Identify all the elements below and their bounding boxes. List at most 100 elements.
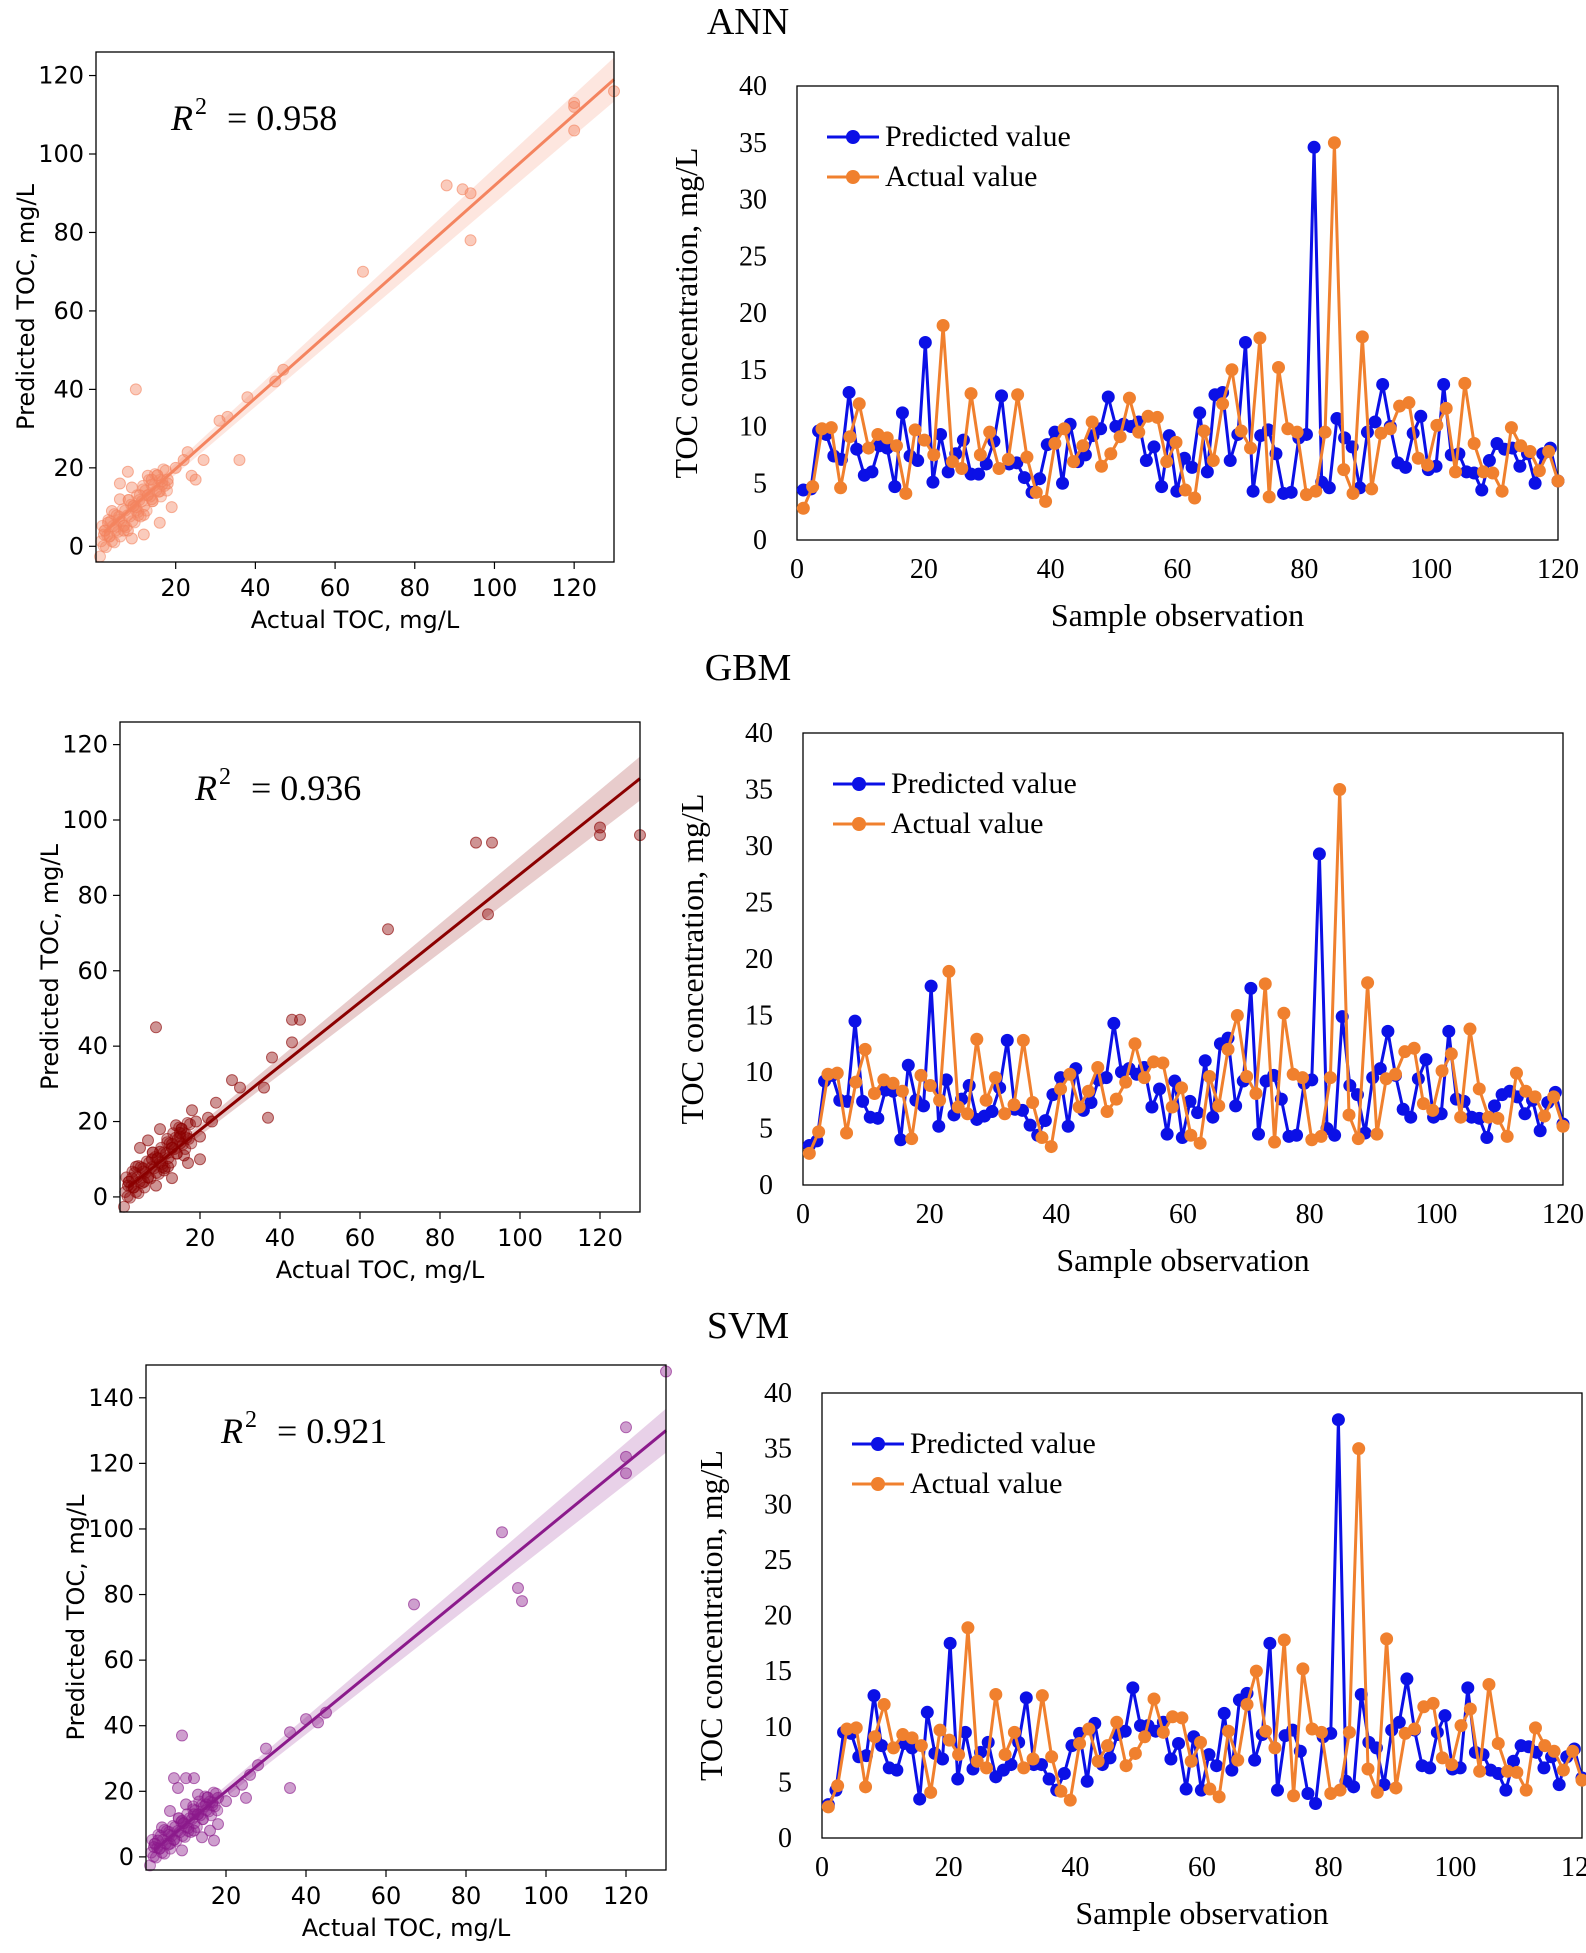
scatter-point — [137, 528, 150, 541]
actual-point — [1402, 396, 1416, 410]
scatter-point — [568, 124, 581, 137]
predicted-point — [1084, 1096, 1098, 1110]
actual-point — [970, 1032, 984, 1046]
actual-point — [1528, 1090, 1542, 1104]
scatter-point — [233, 454, 246, 466]
actual-point — [927, 448, 941, 462]
predicted-point — [1419, 1053, 1433, 1067]
gbm-series-plot: 0 20 40 60 80 100 120 0 5 10 15 20 25 30 35 40 Sample ob… — [674, 718, 1584, 1278]
actual-point — [992, 461, 1006, 475]
actual-point — [812, 1125, 826, 1139]
y-tick-label: 0 — [69, 532, 84, 560]
predicted-point — [1381, 1024, 1395, 1038]
scatter-point — [212, 1818, 224, 1831]
y-tick-label: 120 — [38, 62, 84, 90]
actual-point — [945, 455, 959, 469]
y-tick-label: 0 — [93, 1183, 108, 1211]
scatter-point — [464, 234, 477, 247]
actual-point — [1416, 1097, 1430, 1111]
actual-point — [1138, 1730, 1152, 1744]
actual-point — [1156, 1725, 1170, 1739]
actual-point — [843, 430, 857, 444]
scatter-point — [356, 265, 369, 278]
y-tick-label: 30 — [764, 1489, 792, 1520]
y-tick-label: 35 — [739, 128, 767, 159]
actual-point — [1408, 1722, 1422, 1736]
x-tick-label: 120 — [1561, 1852, 1586, 1883]
actual-point — [1454, 1719, 1468, 1733]
scatter-point — [158, 1847, 171, 1860]
actual-point — [1389, 1067, 1403, 1081]
predicted-point — [920, 1705, 934, 1719]
y-tick-label: 30 — [745, 831, 773, 862]
scatter-point — [594, 829, 606, 842]
actual-point — [1091, 1754, 1105, 1768]
predicted-point — [1017, 471, 1031, 485]
y-tick-label: 35 — [745, 775, 773, 806]
actual-point — [880, 431, 894, 445]
gbm-confidence-band — [128, 756, 640, 1191]
x-tick-label: 120 — [603, 1882, 649, 1910]
actual-point — [1268, 1741, 1282, 1755]
actual-point — [1296, 1662, 1310, 1676]
predicted-point — [850, 442, 864, 456]
y-tick-label: 20 — [77, 1108, 108, 1136]
actual-point — [1445, 1758, 1459, 1772]
actual-point — [1510, 1765, 1524, 1779]
y-tick-label: 60 — [53, 297, 84, 325]
actual-point — [840, 1126, 854, 1140]
x-tick-label: 60 — [371, 1882, 402, 1910]
actual-point — [998, 1748, 1012, 1762]
y-tick-label: 40 — [745, 718, 773, 749]
y-tick-label: 120 — [62, 731, 108, 759]
actual-point — [1175, 1711, 1189, 1725]
actual-point — [1063, 1067, 1077, 1081]
x-axis-label: Sample observation — [1051, 597, 1304, 633]
predicted-point — [1438, 1709, 1452, 1723]
actual-point — [1150, 410, 1164, 424]
actual-point — [1435, 1751, 1449, 1765]
ann-series-plot: 0 20 40 60 80 100 120 0 5 10 15 20 25 30 35 40 Sample ob… — [668, 71, 1579, 633]
actual-point — [979, 1093, 993, 1107]
actual-point — [1234, 424, 1248, 438]
actual-point — [831, 1779, 845, 1793]
actual-point — [1277, 1006, 1291, 1020]
predicted-point — [1244, 981, 1258, 995]
actual-point — [1156, 1056, 1170, 1070]
actual-point — [1063, 1793, 1077, 1807]
actual-point — [1421, 458, 1435, 472]
predicted-point — [1191, 1106, 1205, 1120]
predicted-point — [1533, 1124, 1547, 1138]
x-tick-label: 0 — [796, 1199, 810, 1230]
y-tick-label: 0 — [119, 1843, 134, 1871]
actual-point — [1026, 1752, 1040, 1766]
actual-point — [1249, 1086, 1263, 1100]
y-tick-label: 35 — [764, 1434, 792, 1465]
predicted-point — [958, 1725, 972, 1739]
actual-point — [1048, 437, 1062, 451]
actual-point — [1361, 976, 1375, 990]
actual-point — [1351, 1132, 1365, 1146]
actual-point — [1225, 363, 1239, 377]
actual-point — [1110, 1715, 1124, 1729]
r-squared-superscript: 2 — [245, 1407, 257, 1433]
actual-point — [830, 1066, 844, 1080]
predicted-point — [1442, 1024, 1456, 1038]
actual-point — [1073, 1736, 1087, 1750]
predicted-point — [995, 389, 1009, 403]
scatter-point — [382, 923, 394, 936]
actual-point — [905, 1731, 919, 1745]
r-squared-symbol: R — [194, 768, 217, 808]
actual-point — [1333, 1783, 1347, 1797]
predicted-point — [1246, 484, 1260, 498]
actual-point — [1268, 1135, 1282, 1149]
scatter-point — [137, 479, 150, 492]
predicted-point — [1373, 1062, 1387, 1076]
actual-point — [1067, 455, 1081, 469]
actual-point — [1202, 1070, 1216, 1084]
y-tick-label: 10 — [745, 1057, 773, 1088]
predicted-point — [1312, 847, 1326, 861]
scatter-point — [260, 1742, 272, 1755]
r-squared-value: = 0.936 — [251, 768, 361, 808]
scatter-point — [134, 1141, 146, 1154]
